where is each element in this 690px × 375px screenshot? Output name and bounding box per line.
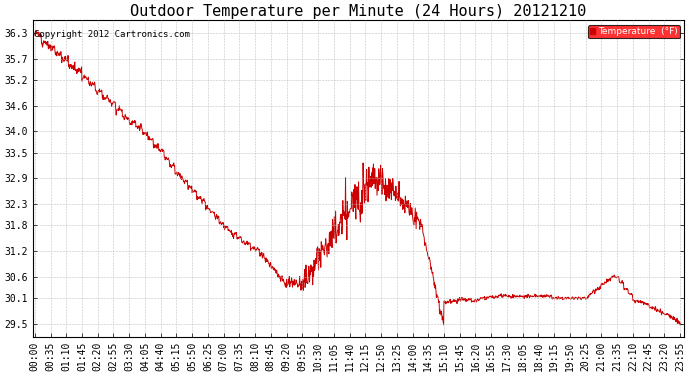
Title: Outdoor Temperature per Minute (24 Hours) 20121210: Outdoor Temperature per Minute (24 Hours… bbox=[130, 4, 586, 19]
Text: Copyright 2012 Cartronics.com: Copyright 2012 Cartronics.com bbox=[34, 30, 190, 39]
Legend: Temperature  (°F): Temperature (°F) bbox=[588, 25, 680, 38]
